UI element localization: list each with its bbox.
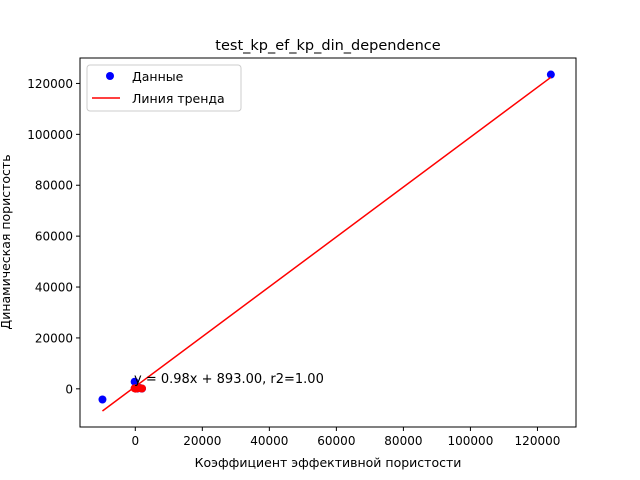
y-tick-label-5: 100000 (27, 128, 73, 142)
chart-title: test_kp_ef_kp_din_dependence (215, 38, 440, 54)
x-tick-label-3: 60000 (317, 434, 355, 448)
x-tick-label-4: 80000 (384, 434, 422, 448)
legend-marker-data (106, 72, 114, 80)
y-tick-label-6: 120000 (27, 77, 73, 91)
y-tick-label-2: 40000 (35, 281, 73, 295)
data-point-1 (130, 377, 139, 386)
x-tick-label-5: 100000 (448, 434, 494, 448)
legend: Данные Линия тренда (86, 64, 242, 112)
data-point-0 (98, 395, 107, 404)
y-tick-label-4: 80000 (35, 179, 73, 193)
x-tick-label-1: 20000 (183, 434, 221, 448)
plot-area (98, 70, 555, 412)
trend-line (102, 76, 552, 412)
x-tick-label-0: 0 (131, 434, 139, 448)
y-tick-label-3: 60000 (35, 230, 73, 244)
legend-box (86, 64, 242, 112)
legend-label-data: Данные (132, 69, 184, 84)
legend-label-trend: Линия тренда (132, 91, 225, 106)
x-tick-label-2: 40000 (250, 434, 288, 448)
trend-equation-annotation: y = 0.98x + 893.00, r2=1.00 (134, 372, 324, 387)
axes-frame (79, 57, 577, 428)
trend-point-5 (138, 384, 146, 393)
y-tick-label-1: 20000 (35, 331, 73, 345)
x-axis-label: Коэффициент эффективной пористости (195, 455, 462, 470)
data-point-8 (546, 70, 555, 79)
y-axis-label: Динамическая пористость (0, 154, 13, 329)
axis-ticks: 0 20000 40000 60000 80000 100000 120000 0 20000 4… (27, 77, 560, 448)
x-tick-label-6: 120000 (515, 434, 561, 448)
y-tick-label-0: 0 (65, 382, 73, 396)
